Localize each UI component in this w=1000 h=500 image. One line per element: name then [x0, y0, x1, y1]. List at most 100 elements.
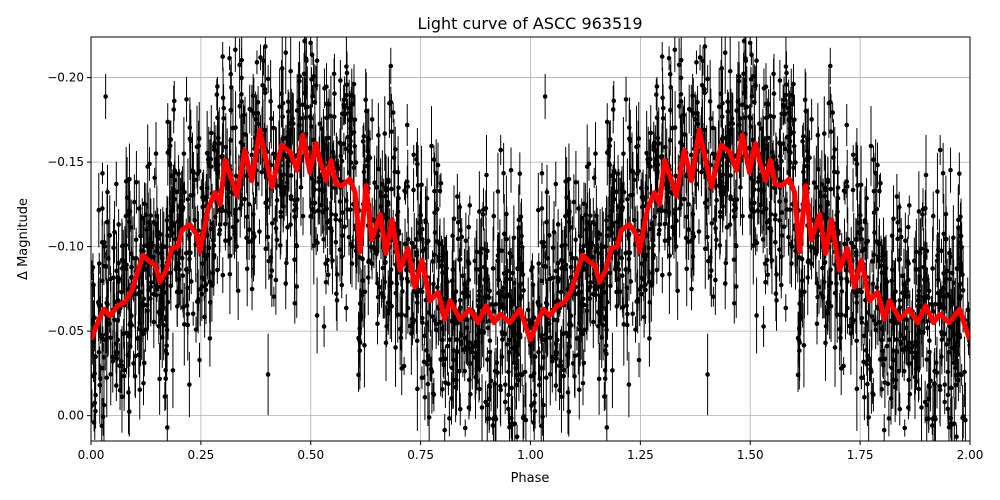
- data-point: [947, 276, 953, 282]
- data-point: [148, 280, 154, 285]
- data-point: [372, 180, 377, 185]
- data-point: [634, 299, 640, 304]
- data-point: [136, 290, 142, 296]
- data-point: [199, 261, 205, 266]
- data-point: [404, 276, 410, 281]
- data-point: [434, 327, 439, 333]
- data-point: [314, 58, 320, 63]
- data-point: [719, 66, 725, 71]
- data-point: [146, 287, 151, 293]
- data-point: [820, 265, 825, 271]
- data-point: [395, 312, 401, 317]
- data-point: [449, 318, 454, 324]
- data-point: [419, 182, 424, 188]
- data-point: [748, 124, 754, 129]
- data-point: [388, 63, 394, 69]
- data-point: [476, 340, 481, 345]
- data-point: [713, 277, 718, 283]
- data-point: [844, 179, 850, 184]
- data-point: [654, 92, 659, 97]
- data-point: [756, 187, 762, 193]
- data-point: [235, 288, 241, 294]
- data-point: [141, 303, 146, 308]
- data-point: [933, 301, 938, 307]
- data-point: [920, 212, 925, 217]
- data-point: [419, 315, 425, 321]
- data-point: [736, 78, 742, 84]
- data-point: [821, 131, 827, 136]
- data-point: [616, 267, 622, 272]
- data-point: [896, 368, 902, 374]
- data-point: [304, 104, 310, 110]
- data-point: [360, 139, 366, 144]
- data-point: [838, 366, 844, 371]
- data-point: [386, 179, 391, 185]
- data-point: [266, 258, 272, 264]
- data-point: [173, 267, 179, 272]
- data-point: [147, 296, 153, 301]
- data-point: [528, 373, 534, 379]
- data-point: [750, 137, 756, 143]
- data-point: [581, 360, 587, 366]
- data-point: [429, 143, 434, 149]
- data-point: [553, 383, 559, 388]
- data-point: [454, 337, 460, 342]
- data-point: [343, 111, 348, 117]
- data-point: [187, 125, 193, 130]
- data-point: [657, 227, 662, 233]
- data-point: [612, 236, 618, 242]
- data-point: [352, 143, 357, 149]
- data-point: [145, 220, 151, 225]
- data-point: [834, 312, 840, 317]
- data-point: [778, 254, 784, 260]
- data-point: [672, 47, 678, 53]
- data-point: [458, 341, 464, 347]
- data-point: [682, 132, 687, 137]
- data-point: [937, 147, 943, 153]
- data-point: [789, 244, 795, 249]
- data-point: [465, 344, 470, 349]
- data-point: [942, 382, 948, 387]
- data-point: [177, 267, 182, 272]
- data-point: [956, 256, 962, 261]
- data-point: [782, 111, 788, 117]
- data-point: [194, 144, 200, 150]
- data-point: [772, 217, 778, 222]
- data-point: [612, 267, 618, 272]
- data-point: [585, 287, 591, 293]
- data-point: [495, 189, 501, 194]
- data-point: [147, 161, 152, 167]
- data-point: [134, 179, 139, 185]
- data-point: [375, 321, 380, 327]
- data-point: [418, 287, 423, 293]
- data-point: [925, 325, 930, 331]
- data-point: [761, 324, 766, 329]
- data-point: [387, 100, 392, 106]
- data-point: [742, 115, 748, 120]
- data-point: [285, 225, 290, 230]
- data-point: [897, 406, 903, 412]
- data-point: [914, 249, 919, 255]
- data-point: [449, 396, 454, 401]
- data-point: [258, 55, 263, 60]
- data-point: [220, 153, 225, 159]
- data-point: [731, 257, 737, 262]
- data-point: [924, 402, 930, 408]
- data-point: [956, 377, 961, 383]
- data-point: [271, 151, 276, 157]
- data-point: [904, 344, 910, 349]
- data-point: [747, 40, 753, 46]
- data-point: [174, 289, 180, 295]
- data-point: [854, 300, 860, 305]
- data-point: [334, 161, 339, 166]
- data-point: [623, 97, 629, 102]
- data-point: [660, 272, 665, 278]
- data-point: [382, 131, 388, 136]
- data-point: [333, 217, 339, 222]
- data-point: [116, 309, 122, 314]
- data-point: [280, 100, 286, 106]
- data-point: [722, 281, 728, 286]
- data-point: [273, 277, 279, 283]
- data-point: [485, 325, 491, 331]
- data-point: [180, 273, 186, 278]
